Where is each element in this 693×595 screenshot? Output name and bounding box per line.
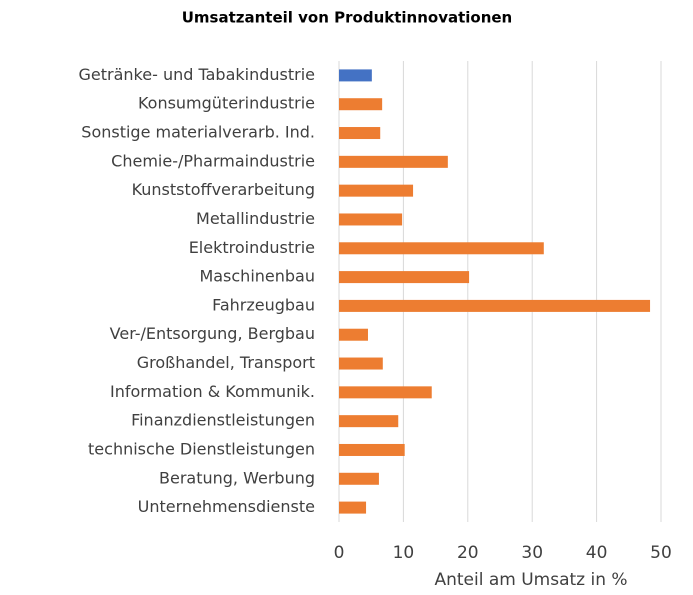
x-tick-label: 20	[457, 543, 479, 563]
bar	[339, 328, 368, 341]
y-tick-label: Konsumgüterindustrie	[138, 94, 315, 113]
y-tick-label: Fahrzeugbau	[212, 295, 315, 314]
bar	[339, 299, 651, 312]
y-tick-label: Getränke- und Tabakindustrie	[79, 65, 315, 84]
y-tick-label: Beratung, Werbung	[159, 468, 315, 487]
bar	[339, 501, 367, 514]
bar	[339, 472, 379, 485]
x-axis-label: Anteil am Umsatz in %	[434, 570, 627, 590]
y-tick-label: Maschinenbau	[199, 267, 315, 286]
x-tick-label: 0	[334, 543, 345, 563]
bar	[339, 443, 405, 456]
bar	[339, 127, 381, 140]
y-tick-label: Information & Kommunik.	[110, 382, 315, 401]
x-tick-label: 50	[650, 543, 672, 563]
chart-title: Umsatzanteil von Produktinnovationen	[182, 9, 513, 27]
bar	[339, 415, 399, 428]
y-tick-label: Metallindustrie	[196, 209, 315, 228]
x-tick-label: 40	[586, 543, 608, 563]
x-tick-label: 30	[521, 543, 543, 563]
y-tick-label: Elektroindustrie	[189, 238, 315, 257]
y-tick-label: Sonstige materialverarb. Ind.	[81, 123, 315, 142]
bar	[339, 213, 403, 226]
y-tick-label: Großhandel, Transport	[137, 353, 315, 372]
bar	[339, 386, 432, 399]
bar	[339, 155, 448, 168]
y-tick-label: Kunststoffverarbeitung	[132, 180, 315, 199]
bar	[339, 98, 383, 111]
bar	[339, 271, 470, 284]
bar	[339, 184, 414, 197]
y-tick-label: technische Dienstleistungen	[88, 439, 315, 458]
bar	[339, 69, 372, 82]
x-tick-label: 10	[393, 543, 415, 563]
bar	[339, 357, 383, 370]
y-tick-label: Chemie-/Pharmaindustrie	[111, 151, 315, 170]
y-tick-label: Ver-/Entsorgung, Bergbau	[110, 324, 315, 343]
y-tick-label: Unternehmensdienste	[138, 497, 315, 516]
bar	[339, 242, 544, 255]
y-tick-label: Finanzdienstleistungen	[131, 411, 315, 430]
